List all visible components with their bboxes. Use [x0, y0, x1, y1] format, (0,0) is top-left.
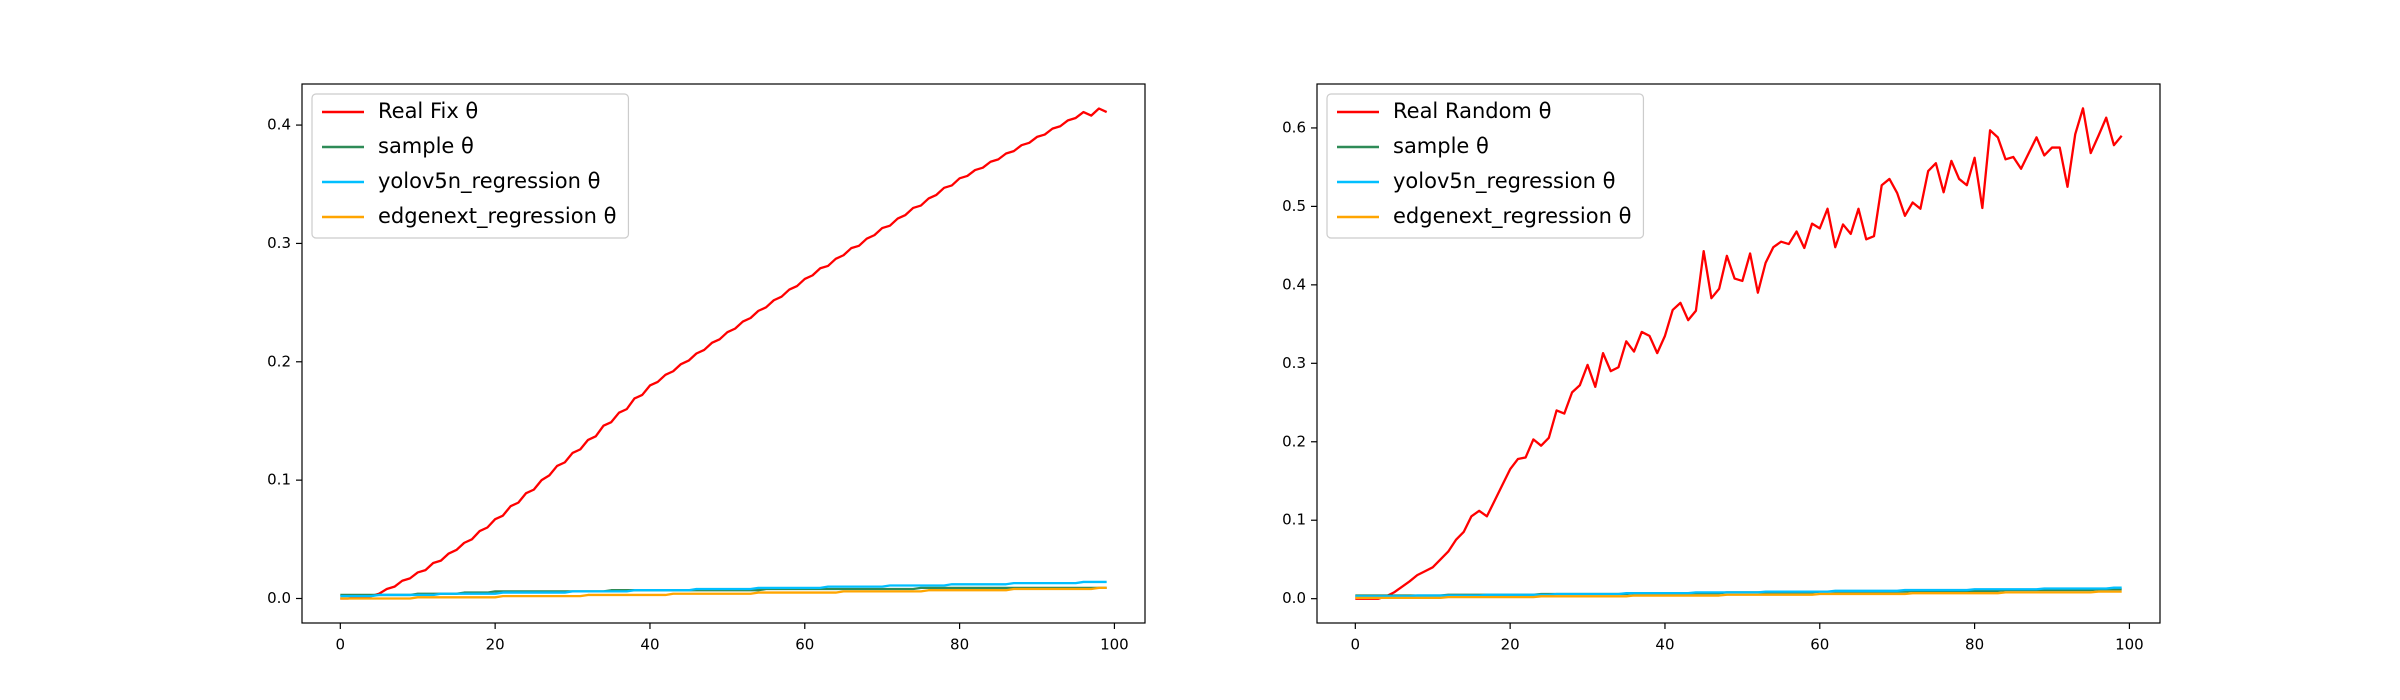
axes-frame [1316, 83, 2161, 624]
y-tick-label: 0.2 [1282, 432, 1306, 450]
legend-frame [311, 93, 630, 239]
x-tick-label: 0 [1351, 636, 1361, 654]
y-tick-label: 0.3 [267, 234, 291, 252]
legend: Real Random θ sample θ yolov5n_regression … [1326, 93, 1645, 239]
data-line [1355, 586, 2122, 598]
x-tick-label: 40 [640, 636, 659, 654]
y-tick-label: 0.5 [1282, 197, 1306, 215]
legend-frame [1326, 93, 1645, 239]
axes-frame [301, 83, 1146, 624]
data-line [340, 107, 1108, 600]
x-tick-label: 80 [1965, 636, 1984, 654]
y-tick-label: 0.2 [267, 352, 291, 370]
data-line [1355, 590, 2122, 600]
x-tick-label: 60 [1810, 636, 1829, 654]
legend-label: edgenext_regression θ [1393, 204, 1631, 229]
x-tick-label: 80 [950, 636, 969, 654]
plot-area [340, 107, 1108, 600]
data-line [340, 586, 1107, 597]
plot-area [1355, 107, 2123, 600]
y-tick-label: 0.3 [1282, 354, 1306, 372]
y-tick-label: 0.4 [1282, 275, 1306, 293]
y-tick-label: 0.6 [1282, 118, 1306, 136]
x-tick-label: 100 [1100, 636, 1129, 654]
x-tick-label: 100 [2115, 636, 2144, 654]
x-tick-label: 20 [486, 636, 505, 654]
y-tick-label: 0.4 [267, 116, 291, 134]
legend-label: Real Random θ [1393, 99, 1551, 123]
x-tick-label: 40 [1655, 636, 1674, 654]
y-tick-label: 0.0 [267, 589, 291, 607]
x-tick-label: 20 [1501, 636, 1520, 654]
data-line [340, 586, 1107, 600]
legend-label: yolov5n_regression θ [1393, 169, 1615, 194]
legend: Real Fix θ sample θ yolov5n_regression θ ed… [311, 93, 630, 239]
legend-label: edgenext_regression θ [378, 204, 616, 229]
x-tick-label: 60 [795, 636, 814, 654]
data-line [1355, 107, 2123, 600]
x-tick-label: 0 [336, 636, 346, 654]
y-tick-label: 0.1 [267, 471, 291, 489]
legend-label: yolov5n_regression θ [378, 169, 600, 194]
legend-label: Real Fix θ [378, 99, 478, 123]
y-tick-label: 0.1 [1282, 511, 1306, 529]
legend-label: sample θ [1393, 134, 1489, 158]
legend-label: sample θ [378, 134, 474, 158]
data-line [340, 580, 1107, 598]
y-tick-label: 0.0 [1282, 589, 1306, 607]
